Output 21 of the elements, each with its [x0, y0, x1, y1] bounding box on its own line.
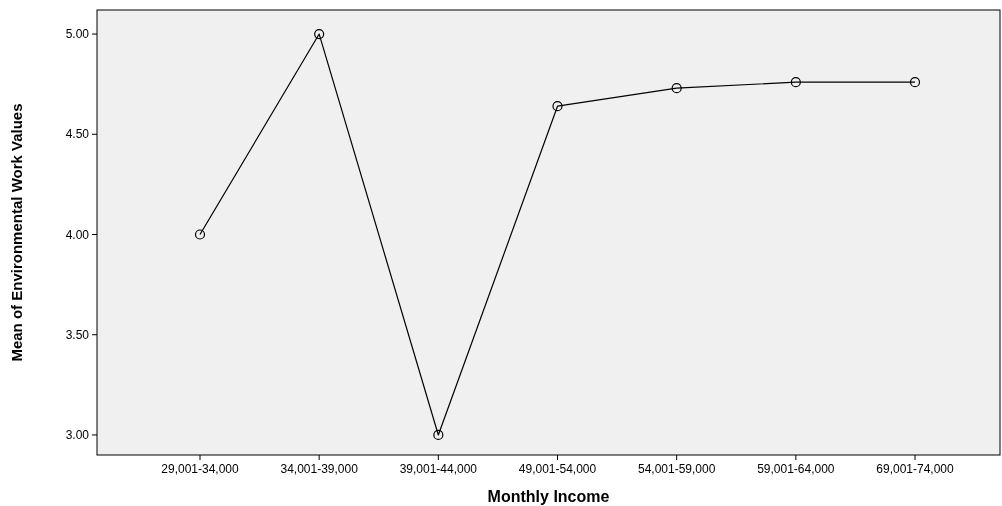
x-tick-label: 39,001-44,000 [399, 462, 478, 476]
point [194, 229, 206, 240]
x-tick-label: 29,001-34,000 [161, 462, 240, 476]
point [909, 77, 921, 88]
x-tick-label: 69,001-74,000 [876, 462, 955, 476]
y-tick-label: 4.50 [65, 127, 90, 142]
y-tick-label: 4.00 [65, 227, 90, 242]
x-tick-label: 59,001-64,000 [757, 462, 835, 476]
point [790, 77, 801, 88]
y-tick-label: 5.00 [65, 27, 90, 42]
point [314, 28, 325, 40]
x-axis-title: Monthly Income [487, 488, 610, 505]
y-tick-label: 3.50 [65, 327, 90, 342]
x-tick-label: 54,001-59,000 [637, 462, 716, 476]
x-tick-label: 34,001-39,000 [280, 462, 359, 476]
y-tick-label: 3.00 [65, 428, 90, 443]
y-axis-title: Mean of Environmental Work Values [8, 103, 25, 362]
point [433, 429, 444, 441]
point [552, 101, 563, 112]
point [671, 83, 682, 94]
x-tick-label: 49,001-54,000 [518, 462, 597, 476]
